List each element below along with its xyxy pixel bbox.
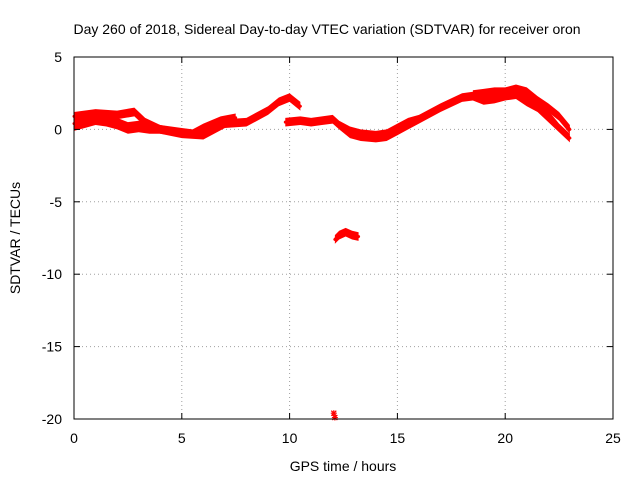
- y-tick-label: -10: [42, 266, 62, 282]
- series-line-trace-e: [333, 230, 361, 241]
- chart-title: Day 260 of 2018, Sidereal Day-to-day VTE…: [73, 21, 580, 37]
- x-tick-label: 15: [390, 430, 406, 446]
- outlier-point-0: [330, 410, 337, 417]
- grid-lines: [74, 57, 613, 419]
- plot-area-frame: [73, 56, 614, 420]
- series-band-trace-e: [334, 227, 359, 244]
- x-tick-label: 0: [70, 430, 78, 446]
- x-tick-label: 10: [282, 430, 298, 446]
- series-line-trace-c: [283, 93, 572, 140]
- data-series: [72, 84, 572, 421]
- x-tick-label: 25: [605, 430, 621, 446]
- outlier-point-1: [331, 414, 338, 421]
- series-band-trace-c: [285, 90, 570, 143]
- y-tick-label: -15: [42, 339, 62, 355]
- series-line-trace-d: [471, 87, 572, 131]
- y-tick-label: 0: [54, 121, 62, 137]
- y-tick-label: -5: [50, 194, 63, 210]
- series-line-trace-b: [72, 110, 238, 136]
- x-tick-label: 5: [178, 430, 186, 446]
- y-tick-label: 5: [54, 49, 62, 65]
- y-axis-label: SDTVAR / TECUs: [7, 182, 23, 294]
- x-tick-label: 20: [497, 430, 513, 446]
- x-axis-label: GPS time / hours: [290, 458, 397, 474]
- axis-ticks: 0 5 10 15 20 25 5 0 -5 -10 -15 -20: [42, 49, 621, 446]
- y-tick-label: -20: [42, 411, 62, 427]
